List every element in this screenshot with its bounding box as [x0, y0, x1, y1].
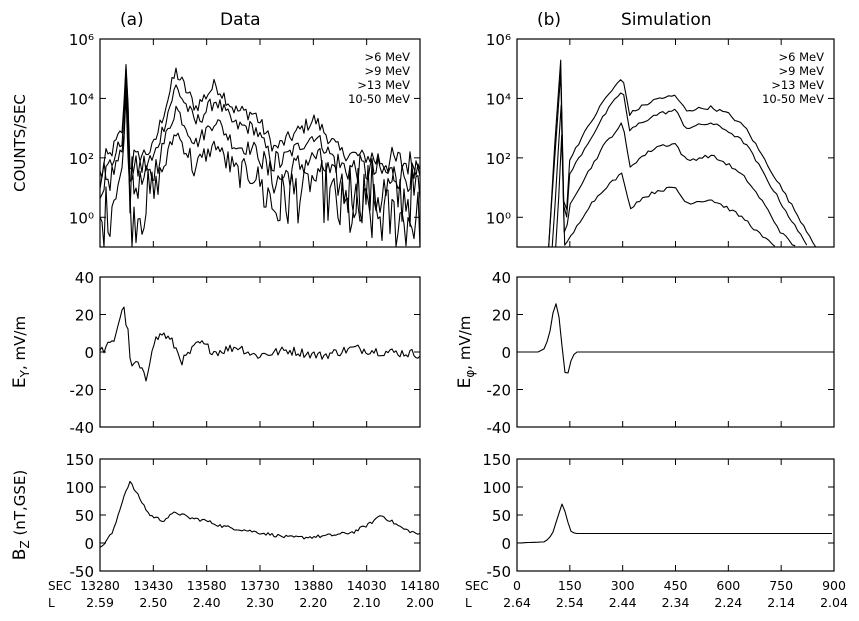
y-tick-label: 0: [84, 344, 94, 362]
panel-tag: (a): [120, 10, 144, 30]
y-tick-label: 10⁰: [69, 209, 94, 227]
chart-title: Data: [220, 10, 261, 30]
x-tick-label: 750: [769, 578, 793, 593]
y-tick-label: 50: [492, 507, 511, 525]
y-tick-label: -50: [487, 563, 512, 581]
x-row-label: L: [465, 596, 472, 610]
chart-title: Simulation: [621, 10, 712, 30]
x-tick-label: 600: [716, 578, 740, 593]
panel-b-counts: 10⁰ 10² 10⁴ 10⁶ (b) Simulation >6 MeV>9 MeV>13…: [486, 10, 835, 248]
series-line: [548, 72, 808, 247]
x-tick-label: 2.24: [714, 595, 742, 610]
y-tick-label: 20: [492, 307, 511, 325]
x-tick-label: 2.64: [503, 595, 531, 610]
y-tick-label: 0: [84, 535, 94, 553]
series-line: [548, 59, 817, 248]
legend-entry: 10-50 MeV: [348, 92, 410, 106]
y-tick-label: 40: [75, 269, 94, 287]
legend-entry: >9 MeV: [779, 64, 825, 78]
y-axis-label: COUNTS/SEC: [11, 94, 29, 192]
y-tick-label: 150: [482, 451, 511, 469]
y-axis-label: EY, mV/m: [10, 316, 32, 388]
x-tick-label: 300: [611, 578, 635, 593]
y-tick-label: 10⁴: [486, 90, 511, 108]
series-line: [99, 306, 421, 382]
series-line: [99, 64, 421, 179]
panel-a-ey: -40 -20 0 20 40 EY, mV/m: [10, 269, 421, 437]
y-tick-label: 20: [75, 307, 94, 325]
y-tick-label: -40: [70, 419, 95, 437]
x-tick-label: 2.10: [353, 595, 381, 610]
y-tick-label: 150: [65, 451, 94, 469]
series-line: [99, 68, 421, 199]
panel-b-ephi: -40 -20 0 20 40 Eφ, mV/m: [455, 269, 835, 437]
x-tick-label: 900: [822, 578, 846, 593]
legend-entry: >6 MeV: [779, 50, 825, 64]
x-tick-label: 2.44: [609, 595, 637, 610]
x-tick-label: 2.54: [556, 595, 584, 610]
y-tick-label: -20: [487, 382, 512, 400]
legend-entry: >13 MeV: [771, 78, 824, 92]
x-tick-label: 450: [664, 578, 688, 593]
x-tick-label: 2.00: [406, 595, 434, 610]
x-row-label: L: [48, 596, 55, 610]
x-tick-label: 14180: [400, 578, 440, 593]
x-tick-label: 150: [558, 578, 582, 593]
x-row-label: SEC: [48, 579, 72, 593]
y-tick-label: 100: [482, 479, 511, 497]
y-tick-label: 10⁴: [69, 90, 94, 108]
x-tick-label: 2.59: [86, 595, 114, 610]
y-tick-label: 0: [501, 344, 511, 362]
legend-entry: >6 MeV: [365, 50, 411, 64]
y-tick-label: 10²: [486, 150, 511, 168]
panel-a-counts: 10⁰ 10² 10⁴ 10⁶ (a) Data COUNTS/SEC >6 MeV>9 Me…: [11, 10, 421, 248]
series-line: [99, 480, 421, 548]
x-tick-label: 13280: [80, 578, 120, 593]
y-tick-label: -20: [70, 382, 95, 400]
panel-a-bz: -50 0 50 100 150 BZ (nT,GSE) SEC 13280 13430 1358…: [10, 451, 440, 610]
x-tick-label: 2.30: [246, 595, 274, 610]
series-line: [517, 303, 832, 374]
plot-frame: [99, 458, 421, 572]
legend-entry: >9 MeV: [365, 64, 411, 78]
x-tick-label: 13580: [187, 578, 227, 593]
x-tick-label: 0: [513, 578, 521, 593]
x-tick-label: 13430: [133, 578, 173, 593]
y-tick-label: 0: [501, 535, 511, 553]
panel-tag: (b): [537, 10, 561, 30]
y-tick-label: 40: [492, 269, 511, 287]
y-axis-label: Eφ, mV/m: [455, 316, 477, 389]
legend-entry: >13 MeV: [357, 78, 410, 92]
y-tick-label: -50: [70, 563, 95, 581]
x-tick-label: 13730: [240, 578, 280, 593]
series-line: [99, 93, 421, 248]
x-tick-label: 2.40: [193, 595, 221, 610]
x-tick-label: 2.14: [767, 595, 795, 610]
y-tick-label: 50: [75, 507, 94, 525]
series-line: [551, 104, 796, 247]
legend-entry: 10-50 MeV: [762, 92, 824, 106]
x-row-label: SEC: [465, 579, 489, 593]
y-tick-label: -40: [487, 419, 512, 437]
x-tick-label: 2.34: [662, 595, 690, 610]
x-tick-label: 14030: [347, 578, 387, 593]
y-axis-label: BZ (nT,GSE): [10, 470, 32, 560]
plot-frame: [99, 276, 421, 428]
y-tick-label: 10⁶: [486, 31, 511, 49]
y-tick-label: 10²: [69, 150, 94, 168]
x-tick-label: 13880: [293, 578, 333, 593]
y-tick-label: 10⁶: [69, 31, 94, 49]
x-tick-label: 2.04: [820, 595, 848, 610]
x-tick-label: 2.20: [299, 595, 327, 610]
series-line: [555, 134, 776, 248]
y-tick-label: 10⁰: [486, 209, 511, 227]
x-tick-label: 2.50: [139, 595, 167, 610]
series-line: [516, 503, 832, 544]
plot-frame: [516, 458, 835, 572]
y-tick-label: 100: [65, 479, 94, 497]
